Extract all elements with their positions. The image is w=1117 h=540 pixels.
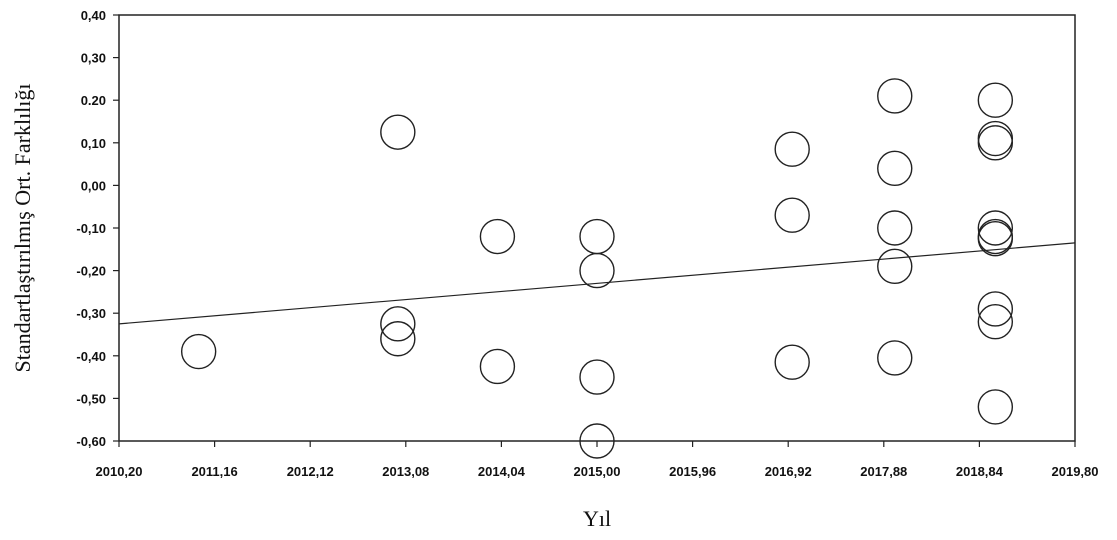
data-point <box>877 78 913 114</box>
data-point <box>180 333 217 370</box>
x-axis-title: Yıl <box>583 506 611 531</box>
x-axis-ticks: 2010,20 2011,16 2012,12 2013,08 2014,04 2015,… <box>96 441 1099 479</box>
data-point <box>977 304 1014 340</box>
y-axis-title: Standartlaştırılmış Ort. Farklılığı <box>10 83 35 372</box>
data-point <box>380 321 416 357</box>
x-tick-label: 2012,12 <box>287 464 334 479</box>
y-tick-label: -0,60 <box>76 434 106 449</box>
data-point <box>380 306 416 342</box>
x-tick-label: 2017,88 <box>860 464 907 479</box>
data-point <box>877 248 913 285</box>
x-tick-label: 2013,08 <box>382 464 429 479</box>
y-tick-label: -0,30 <box>76 306 106 321</box>
x-tick-label: 2019,80 <box>1052 464 1099 479</box>
x-tick-label: 2010,20 <box>96 464 143 479</box>
data-point <box>380 114 416 150</box>
plot-frame <box>118 14 1076 442</box>
data-point <box>977 220 1014 257</box>
data-point <box>774 344 810 380</box>
data-point <box>774 197 810 233</box>
x-tick-label: 2018,84 <box>956 464 1004 479</box>
data-point <box>977 125 1014 161</box>
y-tick-label: 0.20 <box>81 93 106 108</box>
data-point <box>479 218 516 255</box>
regression-line <box>118 242 1076 325</box>
data-point <box>877 340 913 376</box>
data-point <box>479 348 516 385</box>
y-tick-label: 0,10 <box>81 136 106 151</box>
y-tick-label: -0,50 <box>76 391 106 406</box>
x-tick-label: 2011,16 <box>191 464 237 479</box>
data-points <box>180 78 1014 459</box>
data-point <box>977 120 1014 157</box>
x-tick-label: 2016,92 <box>765 464 812 479</box>
y-axis-ticks: 0,40 0,30 0.20 0,10 0,00 -0,10 -0,20 -0,30 -0,40… <box>76 8 119 449</box>
data-point <box>877 150 913 187</box>
y-tick-label: -0,10 <box>76 221 106 236</box>
y-tick-label: 0,40 <box>81 8 106 23</box>
data-point <box>877 210 913 246</box>
y-tick-label: 0,00 <box>81 178 106 193</box>
data-point <box>977 210 1014 246</box>
data-point <box>579 218 615 255</box>
data-point <box>977 389 1014 425</box>
data-point <box>579 252 615 289</box>
y-tick-label: -0,20 <box>76 264 106 279</box>
y-tick-label: -0,40 <box>76 349 106 364</box>
x-tick-label: 2014,04 <box>478 464 526 479</box>
x-tick-label: 2015,00 <box>574 464 621 479</box>
data-point <box>774 131 810 167</box>
data-point <box>977 291 1014 327</box>
x-tick-label: 2015,96 <box>669 464 716 479</box>
data-point <box>977 82 1014 118</box>
data-point <box>579 359 615 395</box>
y-tick-label: 0,30 <box>81 51 106 66</box>
